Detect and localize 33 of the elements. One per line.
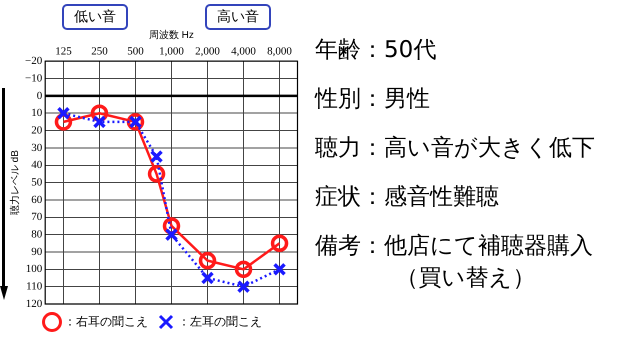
y-tick-label: 40 [31,159,43,172]
legend-label: ：左耳の聞こえ [178,314,262,328]
x-tick-label: 1,000 [159,45,184,58]
y-tick-label: 20 [31,124,43,136]
y-tick-label: −10 [24,72,43,84]
x-tick-label: 125 [55,45,72,58]
y-tick-label: 90 [31,246,43,258]
y-tick-label: 50 [31,176,43,188]
x-axis-title: 周波数 Hz [148,28,194,41]
y-tick-label: 30 [31,142,43,154]
text: 備考：他店にて補聴器購入（買い替え） [315,232,594,293]
y-tick-label: 0 [36,90,43,102]
x-tick-label: 4,000 [231,45,256,58]
legend-label: ：右耳の聞こえ [64,314,148,328]
y-tick-label: 80 [31,228,43,241]
text: 症状：感音性難聴 [315,183,500,212]
y-tick-label: 70 [31,211,43,224]
y-tick-label: 100 [26,263,43,276]
y-tick-label: 110 [26,280,43,293]
text: 聴力：高い音が大きく低下 [315,134,596,163]
x-tick-label: 8,000 [267,45,292,58]
x-tick-label: 500 [127,45,144,58]
y-tick-label: 10 [31,107,43,120]
text: 高い音 [205,4,271,30]
y-tick-label: 120 [26,298,43,310]
text: 年齢：50代 [315,36,438,65]
x-tick-label: 250 [91,45,108,58]
text: 低い音 [62,4,128,30]
x-tick-label: 2,000 [195,45,220,58]
text: 性別：男性 [315,85,431,114]
y-tick-label: −20 [24,55,43,68]
y-axis-title: 聴力レベル dB [8,150,21,216]
y-tick-label: 60 [31,194,43,206]
